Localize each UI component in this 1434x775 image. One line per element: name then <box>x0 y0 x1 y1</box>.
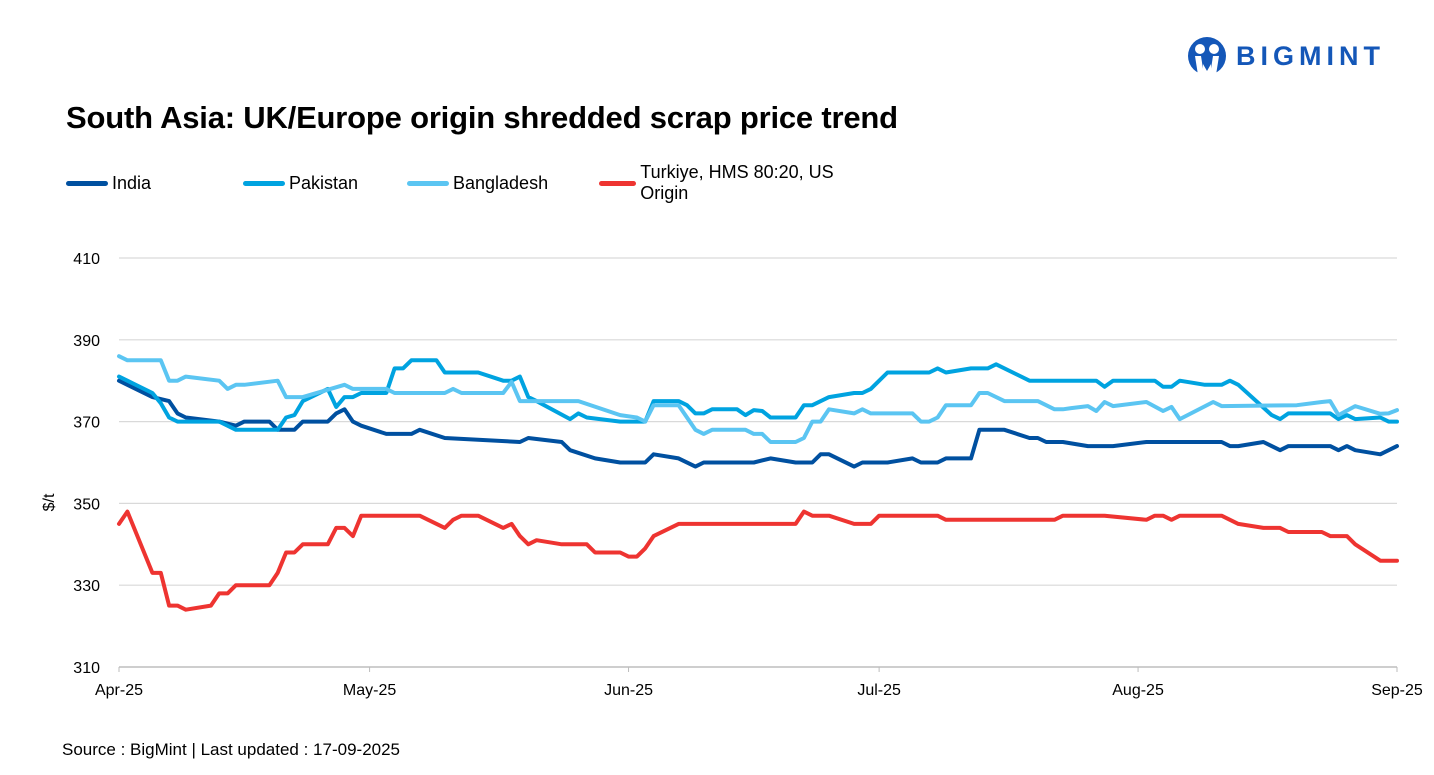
x-tick-label: May-25 <box>343 682 396 699</box>
series-line-turkiye <box>117 509 1399 612</box>
y-tick-label: 330 <box>73 578 100 595</box>
x-tick-label: Jun-25 <box>604 682 653 699</box>
legend: India Pakistan Bangladesh Turkiye, HMS 80:2… <box>66 162 859 204</box>
legend-item: Pakistan <box>243 162 407 204</box>
bigmint-logo: BIGMINT <box>1186 36 1385 76</box>
legend-swatch <box>407 180 449 186</box>
x-tick-label: Apr-25 <box>95 682 143 699</box>
x-tick-label: Sep-25 <box>1371 682 1423 699</box>
legend-item: Bangladesh <box>407 162 599 204</box>
x-tick-label: Aug-25 <box>1112 682 1164 699</box>
legend-swatch <box>243 180 285 186</box>
series-line-india <box>117 378 1399 469</box>
logo-text: BIGMINT <box>1236 40 1385 71</box>
y-tick-label: 390 <box>73 333 100 350</box>
y-tick-label: 370 <box>73 415 100 432</box>
chart-title: South Asia: UK/Europe origin shredded sc… <box>66 100 898 135</box>
y-tick-label: 310 <box>73 660 100 677</box>
legend-label: Bangladesh <box>453 172 549 193</box>
x-tick-label: Jul-25 <box>857 682 901 699</box>
series-line-pakistan <box>117 358 1399 432</box>
legend-swatch <box>599 180 637 186</box>
legend-swatch <box>66 180 108 186</box>
legend-item: Turkiye, HMS 80:20, US Origin <box>599 162 859 204</box>
legend-item: India <box>66 162 243 204</box>
source-note: Source : BigMint | Last updated : 17-09-… <box>62 740 401 759</box>
legend-label: Pakistan <box>289 172 359 193</box>
y-tick-label: 410 <box>73 251 100 268</box>
series-line-bangladesh <box>117 354 1399 444</box>
legend-label: Turkiye, HMS 80:20, US Origin <box>640 162 834 203</box>
y-tick-label: 350 <box>73 496 100 513</box>
y-axis-label: $/t <box>41 493 58 511</box>
legend-label: India <box>112 172 152 193</box>
bigmint-logo-icon <box>1188 37 1226 75</box>
